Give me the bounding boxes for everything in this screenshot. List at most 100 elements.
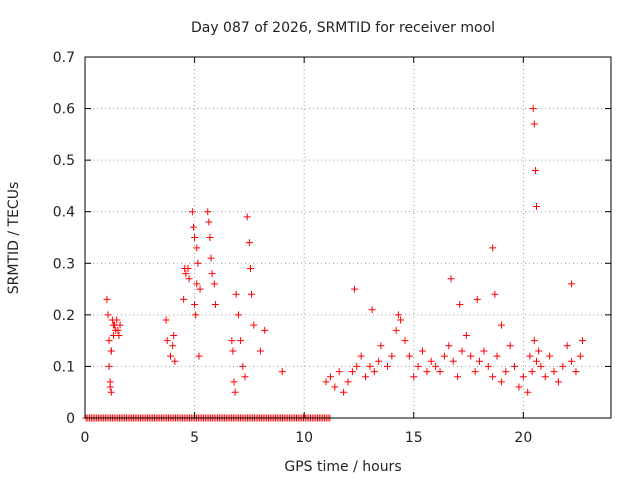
data-point [537,362,545,370]
data-point [228,337,236,345]
data-point [348,368,356,376]
data-point [454,373,462,381]
data-point [170,331,178,339]
data-point [357,352,365,360]
data-point [447,275,455,283]
data-point [256,347,264,355]
data-point [531,166,539,174]
data-point [511,362,519,370]
data-point [532,203,540,211]
data-point [106,383,114,391]
data-point [497,378,505,386]
data-point [204,208,212,216]
data-point [456,301,464,309]
data-point [579,337,587,345]
data-point [423,368,431,376]
data-point [410,373,418,381]
data-point [532,357,540,365]
data-point [559,362,567,370]
data-point [109,321,117,329]
data-point [515,383,523,391]
data-point [107,388,115,396]
data-point [207,254,215,262]
data-point [397,316,405,324]
data-point [191,301,199,309]
data-point [169,342,177,350]
data-point [458,347,466,355]
data-point [449,357,457,365]
data-point [467,352,475,360]
data-point [103,295,111,303]
data-point [322,378,330,386]
data-point [530,120,538,128]
x-tick-label: 20 [514,430,532,446]
data-point [370,368,378,376]
data-point [432,362,440,370]
data-point [366,362,374,370]
y-axis-label: SRMTID / TECUs [6,182,22,295]
data-point [166,352,174,360]
y-tick-label: 0.3 [53,256,75,272]
data-point [195,352,203,360]
data-point [497,321,505,329]
data-point [419,347,427,355]
data-point [205,218,213,226]
data-point [331,383,339,391]
data-point [180,295,188,303]
data-point [484,362,492,370]
data-point [208,270,216,278]
data-point [528,368,536,376]
data-point [388,352,396,360]
data-point [405,352,413,360]
data-point [445,342,453,350]
data-point [234,311,242,319]
data-point [335,368,343,376]
data-point [107,347,115,355]
data-point [377,342,385,350]
y-tick-label: 0.4 [53,205,75,221]
data-point [362,373,370,381]
data-point [189,223,197,231]
data-point [572,368,580,376]
data-point [182,270,190,278]
y-axis-ticks: 0 0.1 0.2 0.3 0.4 0.5 0.6 0.7 [53,50,611,427]
data-point [340,388,348,396]
data-point [241,373,249,381]
data-point [351,285,359,293]
data-point [436,368,444,376]
data-point [529,105,537,113]
y-tick-label: 0.7 [53,50,75,66]
data-point [105,362,113,370]
y-tick-label: 0.2 [53,308,75,324]
data-point [462,331,470,339]
data-point [245,239,253,247]
data-points [103,105,587,396]
data-point [524,388,532,396]
data-point [427,357,435,365]
data-point [375,357,383,365]
x-axis-label: GPS time / hours [284,459,401,475]
data-point [473,295,481,303]
y-tick-label: 0 [66,411,75,427]
data-point [414,362,422,370]
data-point [526,352,534,360]
data-point [194,259,202,267]
data-point [261,326,269,334]
data-point [210,280,218,288]
data-point [541,373,549,381]
data-point [211,301,219,309]
data-point [185,275,193,283]
data-point [489,373,497,381]
data-point [278,368,286,376]
y-tick-label: 0.1 [53,359,75,375]
data-point [471,368,479,376]
data-point [232,290,240,298]
plot-frame [84,56,612,419]
data-point [394,311,402,319]
data-point [353,362,361,370]
data-point [193,280,201,288]
data-point [519,373,527,381]
data-point [191,234,199,241]
data-point [326,373,334,381]
